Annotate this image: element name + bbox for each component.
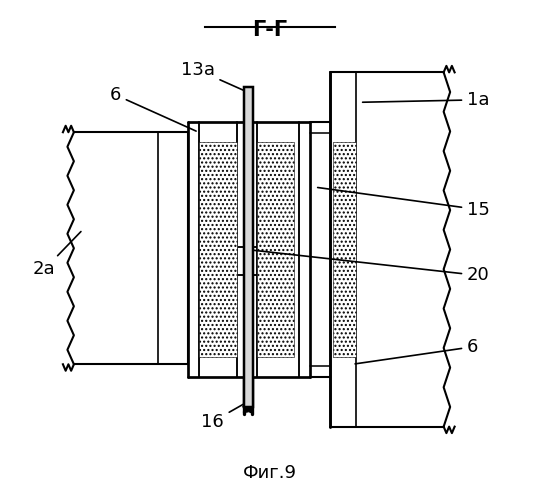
Bar xyxy=(199,142,237,357)
Bar xyxy=(256,142,294,357)
Text: 1а: 1а xyxy=(362,91,490,109)
Text: 15: 15 xyxy=(318,188,490,219)
Text: 6: 6 xyxy=(355,338,478,364)
Text: 6: 6 xyxy=(110,86,196,131)
Bar xyxy=(333,142,356,357)
Text: 20: 20 xyxy=(249,250,490,284)
Text: Г-Г: Г-Г xyxy=(252,20,288,40)
Text: 2а: 2а xyxy=(33,232,81,278)
Text: 16: 16 xyxy=(201,403,245,431)
Text: Фиг.9: Фиг.9 xyxy=(243,464,297,482)
Text: 13а: 13а xyxy=(181,61,246,91)
Bar xyxy=(244,87,253,407)
